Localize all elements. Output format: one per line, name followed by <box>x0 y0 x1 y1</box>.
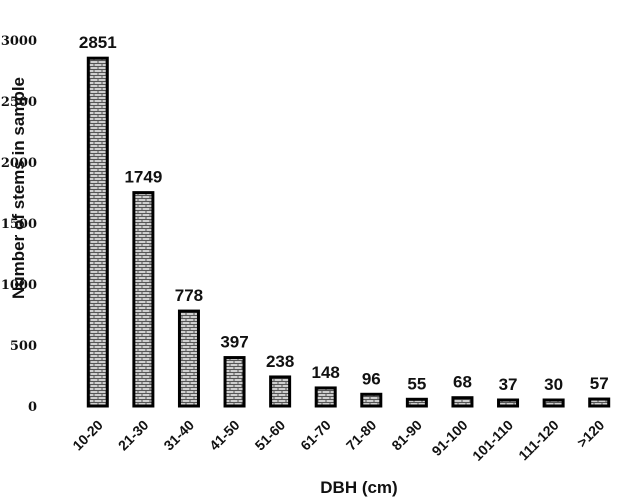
x-tick-label: 101-110 <box>469 417 516 464</box>
data-label->120: 57 <box>590 374 609 393</box>
y-axis-title: Number of stems in sample <box>9 77 28 299</box>
x-axis-title: DBH (cm) <box>320 478 397 497</box>
bar-21-30 <box>132 191 155 408</box>
bar-31-40 <box>177 309 200 408</box>
x-tick-label: 51-60 <box>252 417 289 454</box>
x-tick-label: 10-20 <box>69 417 106 454</box>
bar-10-20 <box>86 56 109 408</box>
data-label-111-120: 30 <box>544 375 563 394</box>
bar-101-110 <box>497 398 520 408</box>
x-tick-label: 31-40 <box>160 417 197 454</box>
x-tick-label: 21-30 <box>115 417 152 454</box>
data-label-71-80: 96 <box>362 369 381 388</box>
bars <box>86 56 611 408</box>
y-tick-label: 2000 <box>1 156 37 171</box>
bar-81-90 <box>405 397 428 408</box>
bar-71-80 <box>360 392 383 408</box>
bar-61-70 <box>314 386 337 408</box>
data-label-101-110: 37 <box>499 375 518 394</box>
data-label-91-100: 68 <box>453 373 472 392</box>
y-tick-label: 1500 <box>1 217 37 232</box>
y-tick-label: 1000 <box>1 278 37 293</box>
y-tick-label: 500 <box>10 339 37 354</box>
bar-41-50 <box>223 356 246 408</box>
y-tick-label: 3000 <box>1 34 37 49</box>
y-tick-label: 0 <box>28 400 37 415</box>
data-label-41-50: 397 <box>220 333 248 352</box>
data-label-51-60: 238 <box>266 352 294 371</box>
data-label-21-30: 1749 <box>124 168 162 187</box>
x-tick-label: 91-100 <box>428 417 470 459</box>
data-label-81-90: 55 <box>407 374 426 393</box>
x-tick-label: >120 <box>574 417 608 451</box>
x-tick-label: 111-120 <box>515 417 562 464</box>
bar-91-100 <box>451 396 474 408</box>
x-tick-label: 61-70 <box>297 417 334 454</box>
bar->120 <box>588 397 611 408</box>
bar-111-120 <box>542 398 565 408</box>
x-tick-label: 81-90 <box>388 417 425 454</box>
x-tick-label: 71-80 <box>343 417 380 454</box>
data-label-31-40: 778 <box>175 286 203 305</box>
data-labels: 2851 1749 778 397 238 148 96 55 68 37 30 57 <box>79 33 609 394</box>
data-label-61-70: 148 <box>312 363 340 382</box>
y-axis: 0 500 1000 1500 2000 2500 3000 <box>1 34 37 415</box>
x-axis: 10-20 21-30 31-40 41-50 51-60 61-70 71-80 81-90… <box>69 417 607 464</box>
data-label-10-20: 2851 <box>79 33 117 52</box>
bar-51-60 <box>269 375 292 408</box>
x-tick-label: 41-50 <box>206 417 243 454</box>
y-tick-label: 2500 <box>1 95 37 110</box>
